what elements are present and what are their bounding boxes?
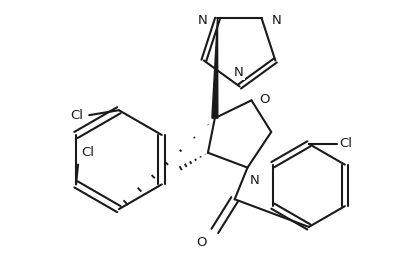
Text: N: N: [234, 66, 244, 78]
Text: Cl: Cl: [70, 109, 83, 122]
Polygon shape: [212, 18, 218, 118]
Text: Cl: Cl: [339, 137, 353, 150]
Text: N: N: [198, 14, 208, 27]
Text: O: O: [259, 93, 270, 106]
Text: Cl: Cl: [81, 146, 94, 159]
Text: O: O: [196, 236, 207, 249]
Text: N: N: [250, 174, 259, 186]
Text: N: N: [271, 14, 281, 27]
